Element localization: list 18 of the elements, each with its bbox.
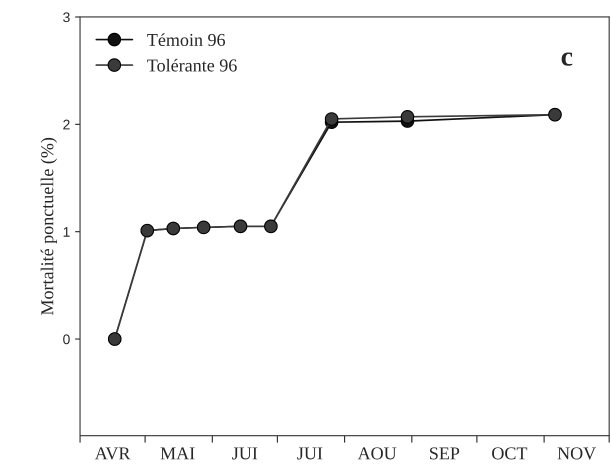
annotation: c xyxy=(562,52,572,66)
x-tick-label: SEP xyxy=(430,447,460,460)
legend-label: Tolérante 96 xyxy=(147,58,237,72)
y-tick-label: 1 xyxy=(64,227,70,237)
x-tick-label: JUI xyxy=(297,447,322,460)
x-tick-label: AOU xyxy=(358,447,396,460)
x-tick-label: AVR xyxy=(94,447,130,460)
x-tick-label: NOV xyxy=(558,447,596,460)
legend-label: Témoin 96 xyxy=(147,33,226,46)
x-tick-label: OCT xyxy=(492,447,528,460)
point xyxy=(400,110,414,124)
point xyxy=(324,112,338,126)
x-tick-label: MAI xyxy=(160,447,195,460)
y-tick-label: 3 xyxy=(63,12,70,22)
x-tick-label: JUI xyxy=(232,447,258,460)
y-axis-title: Mortalité ponctuelle (%) xyxy=(40,138,58,316)
y-tick-label: 2 xyxy=(63,120,70,130)
y-tick-label: 0 xyxy=(63,334,70,344)
